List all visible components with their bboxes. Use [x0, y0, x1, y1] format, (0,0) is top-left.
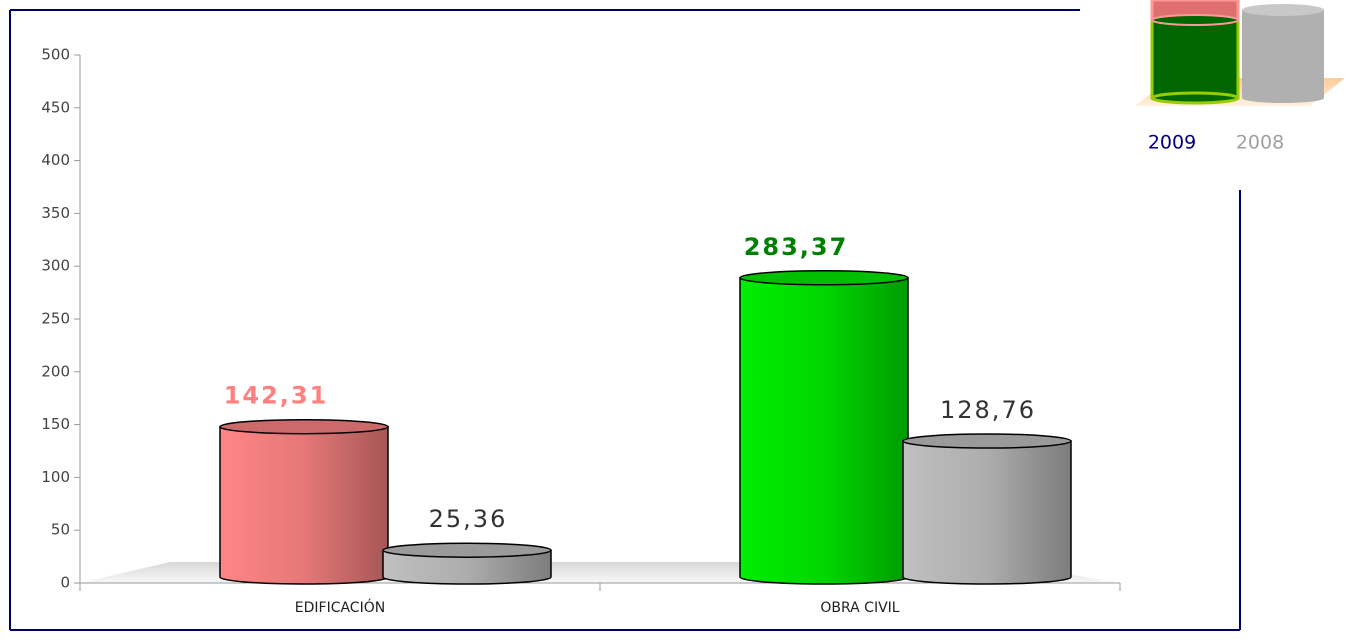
y-tick-label: 450 [41, 98, 70, 116]
y-tick-label: 200 [41, 362, 70, 380]
y-tick-label: 350 [41, 204, 70, 222]
value-label: 142,31 [224, 382, 329, 410]
cylinder-body [739, 277, 909, 585]
legend-label: 2008 [1236, 132, 1284, 154]
value-label: 283,37 [744, 233, 849, 261]
y-tick-label: 50 [51, 521, 70, 539]
x-tick-label: OBRA CIVIL [820, 600, 899, 616]
y-tick-label: 400 [41, 151, 70, 169]
y-tick-label: 0 [60, 574, 70, 592]
cylinder-top [902, 433, 1072, 449]
legend-label: 2009 [1148, 132, 1196, 154]
y-tick-label: 150 [41, 415, 70, 433]
y-tick-label: 300 [41, 257, 70, 275]
y-tick-label: 250 [41, 310, 70, 328]
cylinder-top [219, 418, 389, 435]
cylinder-top [382, 542, 552, 558]
cylinder-body [902, 440, 1072, 585]
cylinder-body [382, 549, 552, 585]
legend-icon [1135, 0, 1345, 106]
cylinder-top [739, 270, 909, 286]
cylinder-body [219, 425, 389, 585]
value-label: 25,36 [429, 505, 508, 533]
frame [9, 9, 1241, 631]
value-label: 128,76 [940, 396, 1036, 424]
x-tick-label: EDIFICACIÓN [295, 598, 385, 616]
y-tick-label: 500 [41, 46, 70, 64]
y-tick-label: 100 [41, 468, 70, 486]
